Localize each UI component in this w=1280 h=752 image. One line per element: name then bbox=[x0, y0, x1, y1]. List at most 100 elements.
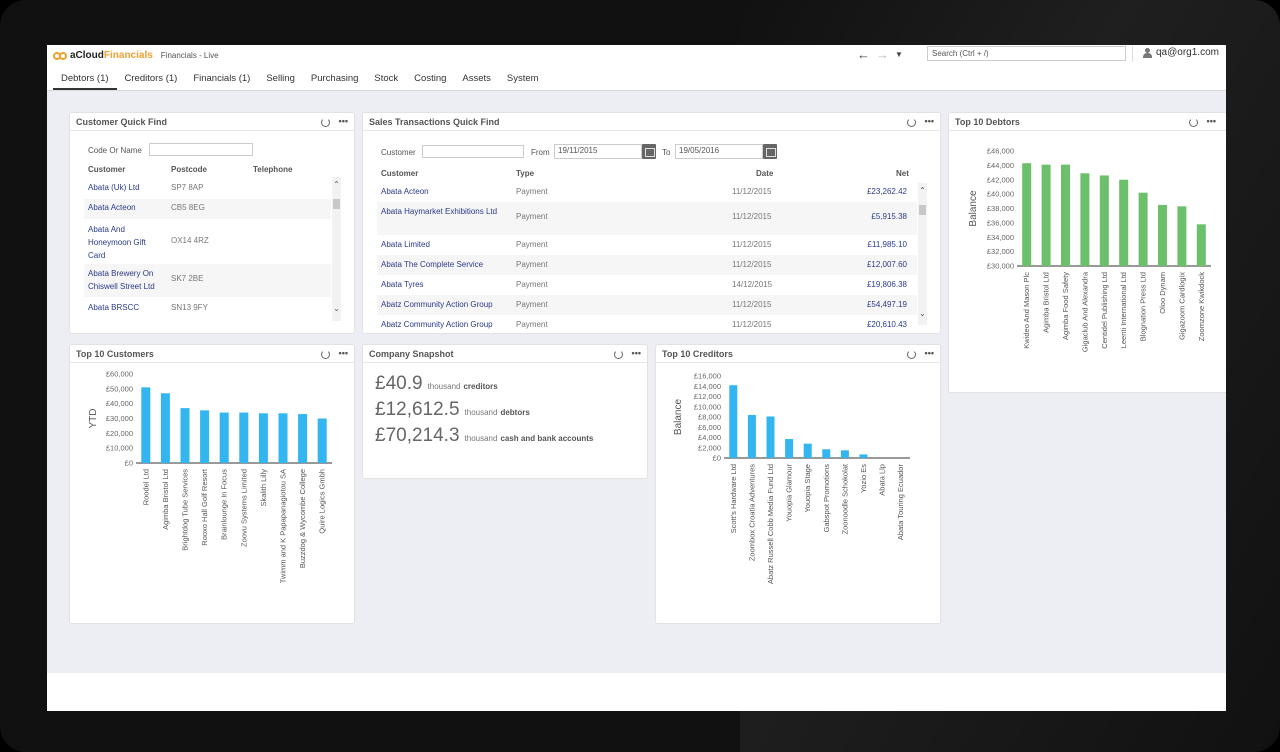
transaction-customer[interactable]: Abata Haymarket Exhibitions Ltd bbox=[381, 207, 498, 216]
y-tick-label: £40,000 bbox=[987, 190, 1014, 199]
col-type: Type bbox=[516, 169, 535, 178]
table-row[interactable]: Abata Tyres Payment 14/12/2015 £19,806.3… bbox=[377, 275, 917, 295]
module-tabs: Debtors (1) Creditors (1) Financials (1)… bbox=[53, 72, 547, 90]
tab-purchasing[interactable]: Purchasing bbox=[310, 73, 359, 84]
panel-title: Top 10 Customers bbox=[76, 349, 154, 359]
col-customer: Customer bbox=[381, 169, 419, 178]
customer-name[interactable]: Abata Brewery On Chiswell Street Ltd bbox=[88, 269, 155, 291]
app-logo[interactable]: aCloud Financials Financials - Live bbox=[53, 50, 219, 61]
transaction-customer[interactable]: Abata The Complete Service bbox=[381, 260, 484, 269]
scroll-down-icon[interactable]: ⌄ bbox=[919, 309, 926, 318]
snapshot-unit: thousand bbox=[427, 382, 461, 391]
x-tick-label: Gigazoom Cardlogix bbox=[1177, 272, 1186, 340]
top-bar: aCloud Financials Financials - Live ← → ▼… bbox=[47, 45, 1226, 91]
col-telephone: Telephone bbox=[253, 165, 293, 174]
header-divider bbox=[1132, 46, 1133, 62]
more-options-icon[interactable]: ••• bbox=[1206, 116, 1216, 126]
snapshot-label: cash and bank accounts bbox=[500, 434, 594, 443]
from-calendar-icon[interactable] bbox=[642, 144, 656, 159]
table-row[interactable]: Abata BRSCC SN13 9FY bbox=[84, 297, 331, 319]
tab-debtors[interactable]: Debtors (1) bbox=[53, 72, 117, 90]
refresh-icon[interactable] bbox=[320, 118, 330, 127]
customer-name[interactable]: Abata (Uk) Ltd bbox=[88, 183, 140, 192]
customer-name[interactable]: Abata And Honeymoon Gift Card bbox=[88, 225, 146, 260]
tab-system[interactable]: System bbox=[506, 73, 539, 84]
refresh-icon[interactable] bbox=[1188, 118, 1198, 127]
tab-assets[interactable]: Assets bbox=[462, 73, 491, 84]
transaction-net: £20,610.43 bbox=[866, 320, 907, 329]
y-tick-label: £12,000 bbox=[694, 392, 721, 401]
table-row[interactable]: Abata Acteon Payment 11/12/2015 £23,262.… bbox=[377, 181, 917, 202]
user-menu[interactable]: qa@org1.com bbox=[1143, 47, 1219, 58]
to-date-input[interactable]: 19/05/2016 bbox=[675, 144, 763, 159]
footer-strip bbox=[47, 673, 1226, 711]
x-tick-label: Agimba Bristol Ltd bbox=[161, 469, 170, 530]
y-tick-label: £50,000 bbox=[106, 384, 133, 393]
x-tick-label: Twimm and K Papapanagiotou SA bbox=[279, 469, 288, 583]
logo-text-b: Financials bbox=[103, 50, 153, 61]
scroll-down-icon[interactable]: ⌄ bbox=[333, 304, 340, 313]
y-tick-label: £0 bbox=[125, 459, 133, 468]
table-row[interactable]: Abata And Honeymoon Gift Card OX14 4RZ bbox=[84, 219, 331, 264]
transaction-customer[interactable]: Abatz Community Action Group bbox=[381, 320, 493, 329]
bar-8 bbox=[1158, 204, 1167, 266]
customer-name[interactable]: Abata Acteon bbox=[88, 203, 136, 212]
tab-stock[interactable]: Stock bbox=[374, 73, 399, 84]
table-row[interactable]: Abata Brewery On Chiswell Street Ltd SK7… bbox=[84, 264, 331, 297]
more-options-icon[interactable]: ••• bbox=[924, 116, 934, 126]
tab-financials[interactable]: Financials (1) bbox=[193, 73, 251, 84]
y-tick-label: £16,000 bbox=[694, 372, 721, 381]
scroll-up-icon[interactable]: ⌃ bbox=[919, 186, 926, 195]
table-row[interactable]: Abata The Complete Service Payment 11/12… bbox=[377, 255, 917, 275]
scroll-thumb[interactable] bbox=[333, 199, 340, 209]
table-row[interactable]: Abatz Community Action Group Payment 11/… bbox=[377, 295, 917, 315]
transaction-date: 11/12/2015 bbox=[732, 187, 772, 196]
table-row[interactable]: Abata (Uk) Ltd SP7 8AP bbox=[84, 177, 331, 199]
x-tick-label: Abata Llp bbox=[878, 464, 887, 496]
more-options-icon[interactable]: ••• bbox=[631, 348, 641, 358]
environment-label: Financials - Live bbox=[160, 51, 219, 60]
table-row[interactable]: Abatz Community Action Group Payment 11/… bbox=[377, 315, 917, 333]
refresh-icon[interactable] bbox=[320, 350, 330, 359]
table-row[interactable]: Abata Limited Payment 11/12/2015 £11,985… bbox=[377, 235, 917, 255]
logo-text-a: aCloud bbox=[70, 50, 104, 61]
tab-costing[interactable]: Costing bbox=[414, 73, 447, 84]
transaction-customer[interactable]: Abata Acteon bbox=[381, 187, 429, 196]
code-or-name-input[interactable] bbox=[149, 143, 253, 156]
customer-list-scrollbar[interactable]: ⌃ ⌄ bbox=[332, 177, 341, 321]
more-options-icon[interactable]: ••• bbox=[338, 116, 348, 126]
more-options-icon[interactable]: ••• bbox=[924, 348, 934, 358]
refresh-icon[interactable] bbox=[906, 350, 916, 359]
history-dropdown-icon[interactable]: ▼ bbox=[895, 50, 903, 59]
forward-arrow-icon[interactable]: → bbox=[876, 47, 889, 62]
more-options-icon[interactable]: ••• bbox=[338, 348, 348, 358]
transaction-customer[interactable]: Abata Limited bbox=[381, 240, 430, 249]
transactions-scrollbar[interactable]: ⌃ ⌄ bbox=[918, 183, 927, 325]
refresh-icon[interactable] bbox=[906, 118, 916, 127]
transaction-customer[interactable]: Abata Tyres bbox=[381, 280, 424, 289]
customer-name[interactable]: Abata BRSCC bbox=[88, 303, 140, 312]
tab-creditors[interactable]: Creditors (1) bbox=[124, 73, 178, 84]
table-row[interactable]: Abata Acteon CB5 8EG bbox=[84, 199, 331, 219]
y-tick-label: £44,000 bbox=[987, 161, 1014, 170]
transaction-type: Payment bbox=[516, 300, 548, 309]
scroll-up-icon[interactable]: ⌃ bbox=[333, 180, 340, 189]
bar-5 bbox=[1099, 175, 1109, 266]
refresh-icon[interactable] bbox=[613, 350, 623, 359]
bar-6 bbox=[1119, 179, 1129, 266]
tab-selling[interactable]: Selling bbox=[266, 73, 295, 84]
transaction-customer[interactable]: Abatz Community Action Group bbox=[381, 300, 493, 309]
to-calendar-icon[interactable] bbox=[763, 144, 777, 159]
table-row[interactable]: Abata Haymarket Exhibitions Ltd Payment … bbox=[377, 202, 917, 235]
global-search-input[interactable]: Search (Ctrl + /) bbox=[927, 46, 1126, 61]
top-customers-panel: Top 10 Customers ••• £0 £10,000 £20,000 £30… bbox=[69, 344, 355, 624]
scroll-thumb[interactable] bbox=[919, 205, 926, 215]
top-creditors-panel: Top 10 Creditors ••• £0 £2,000 £4,000 £6,00… bbox=[655, 344, 941, 624]
from-date-input[interactable]: 19/11/2015 bbox=[554, 144, 642, 159]
panel-title: Top 10 Debtors bbox=[955, 117, 1020, 127]
panel-actions: ••• bbox=[906, 348, 934, 359]
customer-filter-input[interactable] bbox=[422, 145, 524, 158]
top-customers-chart: £0 £10,000 £20,000 £30,000 £40,000 £50,000 £60… bbox=[88, 370, 332, 583]
back-arrow-icon[interactable]: ← bbox=[857, 47, 870, 62]
bar-6 bbox=[239, 412, 249, 463]
